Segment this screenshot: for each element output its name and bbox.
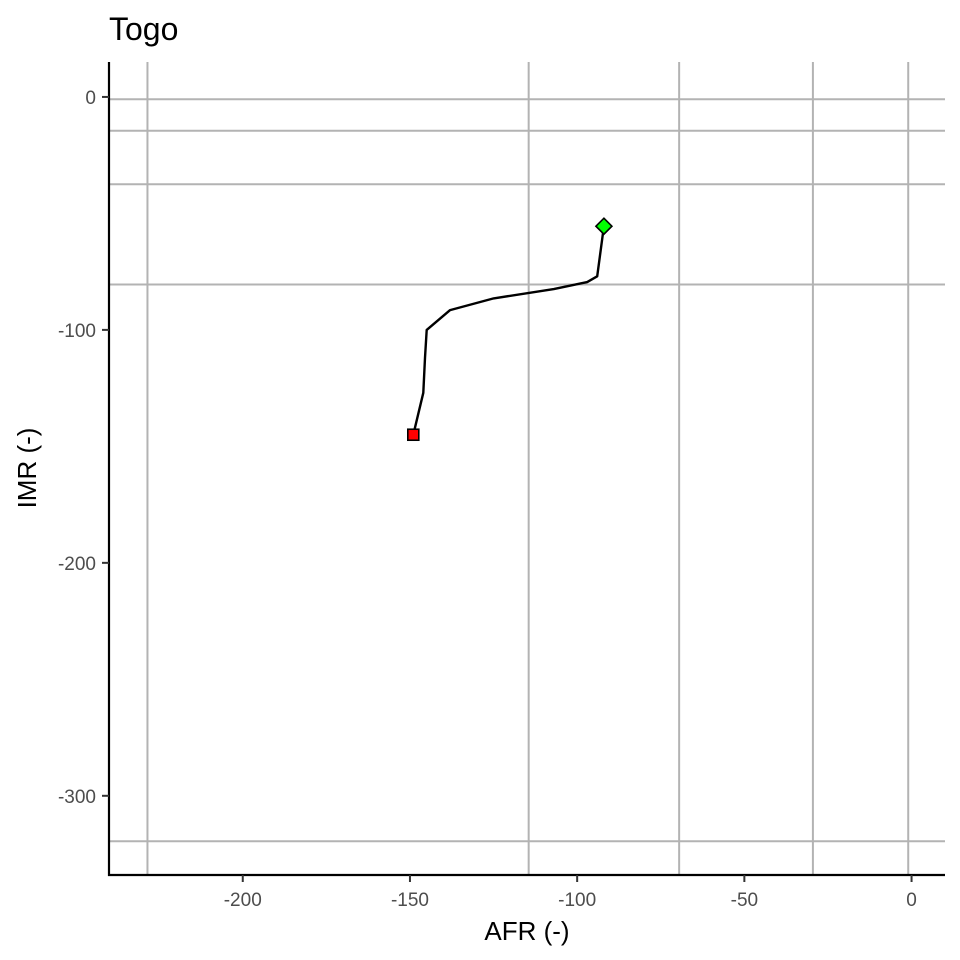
y-tick-label: -100 (58, 321, 96, 342)
axes (107, 62, 945, 877)
x-tick-label: -150 (391, 890, 429, 911)
y-tick-label: 0 (85, 88, 96, 109)
x-axis-ticks: -200 -150 -100 -50 0 (224, 875, 917, 911)
series-line-0 (412, 226, 606, 435)
marker-layer (407, 217, 614, 442)
x-tick-label: -50 (731, 890, 758, 911)
chart-title: Togo (109, 11, 178, 47)
start-marker-square (407, 428, 420, 442)
reference-lines (109, 62, 945, 875)
y-tick-label: -300 (58, 787, 96, 808)
x-tick-label: -200 (224, 890, 262, 911)
x-tick-label: -100 (558, 890, 596, 911)
y-tick-label: -200 (58, 554, 96, 575)
series-layer (412, 226, 606, 435)
y-axis-title: IMR (-) (12, 428, 42, 509)
end-marker-diamond (594, 217, 614, 236)
y-axis-ticks: 0 -100 -200 -300 (58, 88, 109, 808)
x-tick-label: 0 (906, 890, 917, 911)
x-axis-title: AFR (-) (484, 916, 569, 946)
